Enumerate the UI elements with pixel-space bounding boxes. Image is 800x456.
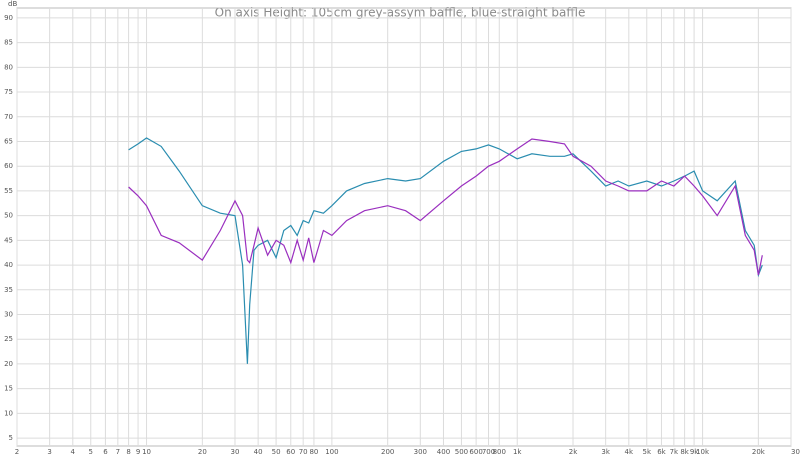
x-tick-label: 3k <box>601 448 610 456</box>
x-tick-label: 6 <box>103 448 108 456</box>
y-tick-label: 60 <box>4 162 13 170</box>
x-tick-label: 500 <box>455 448 468 456</box>
y-tick-label: 90 <box>4 14 13 22</box>
y-axis-label: dB <box>8 0 17 8</box>
x-tick-label: 8 <box>126 448 130 456</box>
x-tick-label: 6k <box>657 448 666 456</box>
x-tick-label: 8k <box>680 448 689 456</box>
y-tick-label: 85 <box>4 39 13 47</box>
y-tick-label: 65 <box>4 137 13 145</box>
y-tick-label: 45 <box>4 236 13 244</box>
x-tick-label: 60 <box>286 448 295 456</box>
y-tick-label: 75 <box>4 88 13 96</box>
y-tick-label: 80 <box>4 63 13 71</box>
y-tick-label: 55 <box>4 187 13 195</box>
y-tick-label: 15 <box>4 385 13 393</box>
x-tick-label: 7k <box>670 448 679 456</box>
chart-title: On axis Height: 105cm grey-assym baffle,… <box>215 6 586 20</box>
y-tick-label: 30 <box>4 311 13 319</box>
x-tick-label: 80 <box>309 448 318 456</box>
y-tick-label: 40 <box>4 261 13 269</box>
y-tick-label: 20 <box>4 360 13 368</box>
x-tick-label: 2 <box>15 448 19 456</box>
x-tick-label: 40 <box>254 448 263 456</box>
x-tick-label: 4k <box>625 448 634 456</box>
x-tick-label: 700 <box>482 448 495 456</box>
y-tick-label: 70 <box>4 113 13 121</box>
x-tick-label: 2k <box>569 448 578 456</box>
x-tick-label: 800 <box>493 448 506 456</box>
x-tick-label: 100 <box>325 448 338 456</box>
x-tick-label: 9 <box>136 448 140 456</box>
x-tick-label: 5k <box>643 448 652 456</box>
x-tick-label: 600 <box>469 448 482 456</box>
x-tick-label: 9k <box>690 448 699 456</box>
y-tick-label: 25 <box>4 335 13 343</box>
x-tick-label: 1k <box>513 448 522 456</box>
y-tick-label: 50 <box>4 212 13 220</box>
x-tick-label: 20 <box>198 448 207 456</box>
series-line <box>128 138 763 276</box>
x-tick-label: 30 <box>231 448 240 456</box>
x-tick-label: 70 <box>299 448 308 456</box>
y-tick-label: 5 <box>9 434 13 442</box>
x-tick-label: 200 <box>381 448 394 456</box>
x-tick-label: 7 <box>116 448 120 456</box>
series-line <box>128 137 763 364</box>
x-tick-label: 50 <box>272 448 281 456</box>
x-tick-label: 20k <box>752 448 766 456</box>
x-tick-label: 300 <box>414 448 427 456</box>
y-tick-label: 35 <box>4 286 13 294</box>
x-tick-label: 4 <box>71 448 76 456</box>
x-tick-label: 400 <box>437 448 450 456</box>
y-tick-label: 10 <box>4 409 13 417</box>
x-tick-label: 10k <box>696 448 710 456</box>
x-tick-label: 30,0k Hz <box>791 448 800 456</box>
x-tick-label: 10 <box>142 448 151 456</box>
x-tick-label: 3 <box>47 448 51 456</box>
x-tick-label: 5 <box>89 448 93 456</box>
